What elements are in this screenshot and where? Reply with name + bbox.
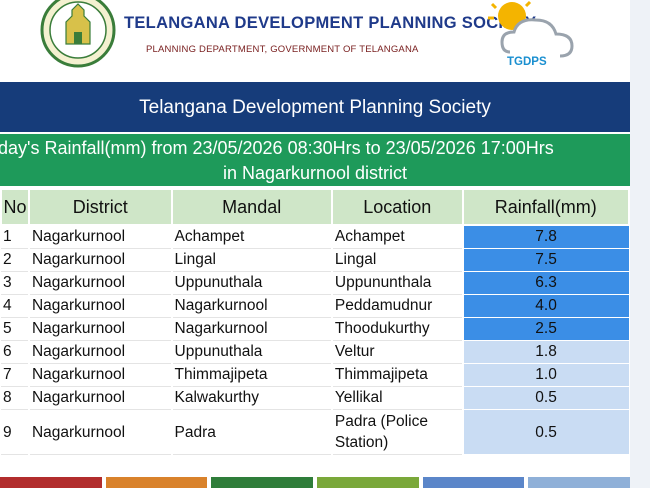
cell-rainfall: 2.5 xyxy=(462,317,630,341)
cell-location-line1: Padra (Police xyxy=(334,413,428,430)
cell-no: 2 xyxy=(1,248,30,272)
cell-district: Nagarkurnool xyxy=(28,386,173,410)
cell-rainfall: 1.0 xyxy=(462,363,630,387)
cell-rainfall: 0.5 xyxy=(462,386,630,410)
col-district: District xyxy=(27,188,173,226)
cell-mandal: Uppunuthala xyxy=(171,340,333,364)
cell-district: Nagarkurnool xyxy=(28,340,173,364)
footer-swatch xyxy=(528,477,631,488)
cell-mandal: Nagarkurnool xyxy=(171,317,333,341)
col-rainfall: Rainfall(mm) xyxy=(461,188,631,226)
table-row: 3 Nagarkurnool Uppunuthala Uppununthala … xyxy=(1,271,630,295)
cell-district: Nagarkurnool xyxy=(28,225,173,249)
cell-mandal: Padra xyxy=(171,409,333,455)
rainfall-table: No District Mandal Location Rainfall(mm)… xyxy=(0,188,631,455)
tgdps-logo-text: TGDPS xyxy=(507,56,547,68)
report-period: oday's Rainfall(mm) from 23/05/2026 08:3… xyxy=(0,138,554,158)
cell-location: Padra (Police Station) xyxy=(331,409,464,455)
report-district: in Nagarkurnool district xyxy=(222,163,408,183)
weather-logo-icon xyxy=(488,0,574,58)
report-subtitle: oday's Rainfall(mm) from 23/05/2026 08:3… xyxy=(0,134,630,186)
cell-location: Yellikal xyxy=(331,386,464,410)
cell-no: 9 xyxy=(1,409,30,455)
cell-no: 4 xyxy=(1,294,30,318)
cell-district: Nagarkurnool xyxy=(28,409,173,455)
cell-rainfall: 7.8 xyxy=(462,224,630,249)
cell-rainfall: 4.0 xyxy=(462,294,630,318)
page-edge xyxy=(630,0,650,488)
cell-mandal: Achampet xyxy=(171,225,333,249)
cell-location: Thimmajipeta xyxy=(331,363,464,387)
table-row: 7 Nagarkurnool Thimmajipeta Thimmajipeta… xyxy=(1,363,630,387)
cell-no: 8 xyxy=(1,386,30,410)
cell-no: 5 xyxy=(1,317,30,341)
cell-mandal: Kalwakurthy xyxy=(171,386,333,410)
cell-location: Peddamudnur xyxy=(331,294,464,318)
footer-swatch xyxy=(0,477,102,488)
table-row: 4 Nagarkurnool Nagarkurnool Peddamudnur … xyxy=(1,294,630,318)
cell-rainfall: 0.5 xyxy=(462,409,630,455)
cell-mandal: Lingal xyxy=(171,248,333,272)
table-row: 2 Nagarkurnool Lingal Lingal 7.5 xyxy=(1,248,630,272)
footer-swatch xyxy=(317,477,419,488)
cell-no: 6 xyxy=(1,340,30,364)
table-row: 9 Nagarkurnool Padra Padra (Police Statio… xyxy=(1,409,630,455)
org-title: TELANGANA DEVELOPMENT PLANNING SOCIETY xyxy=(124,14,537,32)
cell-district: Nagarkurnool xyxy=(28,294,173,318)
col-location: Location xyxy=(330,188,464,226)
footer-swatch xyxy=(105,477,208,488)
table-row: 6 Nagarkurnool Uppunuthala Veltur 1.8 xyxy=(1,340,630,364)
cell-district: Nagarkurnool xyxy=(28,317,173,341)
banner-title: Telangana Development Planning Society xyxy=(0,82,630,132)
table-row: 8 Nagarkurnool Kalwakurthy Yellikal 0.5 xyxy=(1,386,630,410)
report-header: TELANGANA DEVELOPMENT PLANNING SOCIETY P… xyxy=(0,0,650,82)
cell-location: Uppununthala xyxy=(331,271,464,295)
table-header-row: No District Mandal Location Rainfall(mm) xyxy=(0,188,631,226)
table-row: 5 Nagarkurnool Nagarkurnool Thoodukurthy… xyxy=(1,317,630,341)
cell-location: Veltur xyxy=(331,340,464,364)
cell-rainfall: 6.3 xyxy=(462,271,630,295)
footer-swatch xyxy=(422,477,525,488)
cell-district: Nagarkurnool xyxy=(28,271,173,295)
cell-no: 1 xyxy=(1,225,30,249)
footer-color-bar xyxy=(0,477,631,488)
telangana-emblem-icon xyxy=(40,0,116,68)
org-subtitle: PLANNING DEPARTMENT, GOVERNMENT OF TELAN… xyxy=(146,44,419,55)
cell-rainfall: 1.8 xyxy=(462,340,630,364)
cell-location: Lingal xyxy=(331,248,464,272)
cell-location: Achampet xyxy=(331,225,464,249)
col-no: No xyxy=(0,188,30,226)
col-mandal: Mandal xyxy=(170,188,333,226)
cell-mandal: Thimmajipeta xyxy=(171,363,333,387)
cell-location-line2: Station) xyxy=(334,434,389,451)
cell-mandal: Uppunuthala xyxy=(171,271,333,295)
cell-no: 3 xyxy=(1,271,30,295)
cell-location: Thoodukurthy xyxy=(331,317,464,341)
footer-swatch xyxy=(211,477,314,488)
cell-rainfall: 7.5 xyxy=(462,248,630,272)
table-row: 1 Nagarkurnool Achampet Achampet 7.8 xyxy=(1,224,630,249)
cell-no: 7 xyxy=(1,363,30,387)
cell-district: Nagarkurnool xyxy=(28,363,173,387)
cell-mandal: Nagarkurnool xyxy=(171,294,333,318)
cell-district: Nagarkurnool xyxy=(28,248,173,272)
